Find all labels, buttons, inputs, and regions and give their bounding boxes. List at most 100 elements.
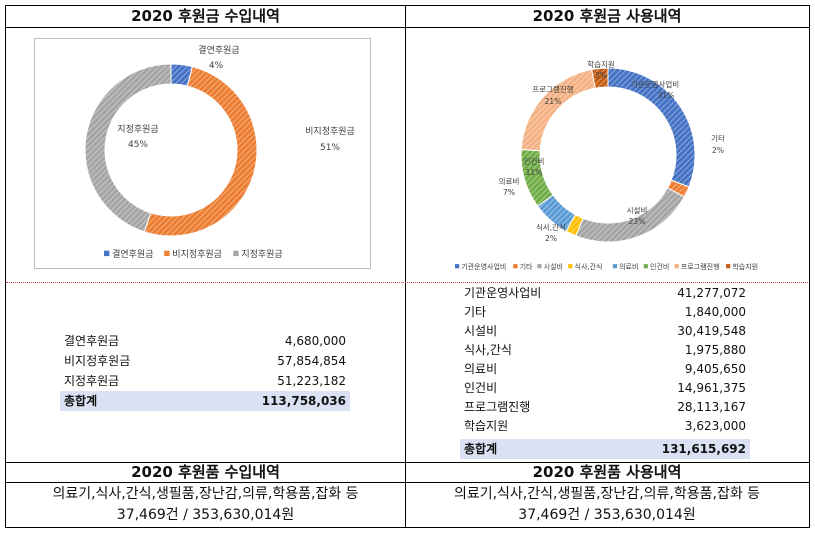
- row-value: 41,277,072: [677, 286, 746, 300]
- row-label: 학습지원: [464, 419, 509, 433]
- income-legend-label-1: 비지정후원금: [172, 249, 222, 260]
- expense-legend-label-2: 시설비: [544, 262, 563, 271]
- expense-slice-hatch-2: [575, 187, 685, 242]
- expense-legend-label-6: 프로그램진행: [681, 262, 720, 271]
- table-row: 프로그램진행 28,113,167: [460, 397, 750, 417]
- total-row: 총합계 131,615,692: [460, 439, 750, 459]
- expense-legend-swatch-6: [674, 264, 679, 269]
- r-slice-pct-0: 31%: [658, 91, 675, 100]
- expense-slice-hatch-5: [521, 149, 553, 207]
- row-value: 3,623,000: [684, 419, 746, 433]
- expense-legend-swatch-7: [726, 264, 731, 269]
- goods-expense-amount: 37,469건 / 353,630,014원: [518, 507, 696, 523]
- r-slice-pct-4: 7%: [503, 188, 515, 197]
- expense-legend-swatch-0: [455, 264, 460, 269]
- row-value: 14,961,375: [677, 381, 746, 395]
- expense-legend-swatch-4: [612, 264, 618, 269]
- expense-legend-swatch-1: [513, 264, 518, 269]
- chart-table-divider: [6, 282, 808, 283]
- row-label: 의료비: [464, 362, 498, 376]
- report-frame: [5, 5, 810, 528]
- row-value: 4,680,000: [284, 334, 346, 348]
- r-slice-pct-7: 3%: [595, 71, 607, 80]
- row-value: 51,223,182: [277, 374, 346, 388]
- row-label: 시설비: [464, 324, 498, 338]
- expense-slice-hatch-6: [521, 69, 596, 151]
- row-value: 57,854,854: [277, 354, 346, 368]
- table-row: 기관운영사업비 41,277,072: [460, 283, 750, 303]
- row-value: 28,113,167: [677, 400, 746, 414]
- slice-label-0: 결연후원금: [198, 45, 239, 56]
- expense-legend-label-3: 식사,간식: [575, 262, 603, 271]
- income-legend: 결연후원금 비지정후원금 지정후원금: [104, 249, 283, 260]
- expense-slice-hatch-1: [667, 180, 689, 197]
- table-row: 시설비 30,419,548: [460, 321, 750, 341]
- expense-table: 기관운영사업비 41,277,072 기타 1,840,000 시설비 30,4…: [460, 283, 750, 461]
- income-legend-label-2: 지정후원금: [241, 249, 282, 260]
- expense-slice-hatch-7: [591, 68, 608, 89]
- goods-expense-header: 2020 후원품 사용내역: [532, 463, 682, 481]
- r-slice-label-0: 기관운영사업비: [631, 79, 679, 89]
- r-slice-pct-1: 2%: [712, 146, 724, 155]
- row-value: 1,975,880: [684, 343, 746, 357]
- row-label: 비지정후원금: [64, 354, 131, 368]
- income-donut-chart: 결연후원금 4% 비지정후원금 51% 지정후원금 45% 결연후원금 비지정후원…: [34, 38, 371, 269]
- column-divider: [405, 5, 406, 527]
- slice-label-1: 비지정후원금: [305, 126, 355, 137]
- income-slice-hatch-0: [171, 64, 193, 87]
- goods-income-items: 의료기,식사,간식,생필품,장난감,의류,학용품,잡화 등: [52, 486, 359, 502]
- expense-slice-hatch-0: [608, 68, 695, 188]
- total-label: 총합계: [464, 442, 498, 456]
- total-value: 131,615,692: [661, 442, 746, 456]
- table-row: 학습지원 3,623,000: [460, 416, 750, 436]
- r-slice-pct-6: 21%: [545, 97, 562, 106]
- goods-expense-items: 의료기,식사,간식,생필품,장난감,의류,학용품,잡화 등: [453, 486, 761, 502]
- r-slice-label-2: 시설비: [627, 206, 648, 215]
- expense-legend-swatch-5: [643, 264, 648, 269]
- goods-income-amount: 37,469건 / 353,630,014원: [116, 507, 295, 523]
- total-value: 113,758,036: [261, 394, 346, 408]
- row-label: 지정후원금: [64, 374, 120, 388]
- income-slice-hatch-1: [144, 66, 257, 236]
- income-legend-label-0: 결연후원금: [112, 249, 153, 260]
- row-label: 식사,간식: [464, 343, 512, 357]
- r-slice-label-1: 기타: [711, 134, 725, 143]
- row-label: 결연후원금: [64, 334, 120, 348]
- row-value: 9,405,650: [684, 362, 746, 376]
- row-label: 프로그램진행: [464, 400, 531, 414]
- r-slice-pct-3: 2%: [545, 234, 557, 243]
- income-slice-hatch-2: [84, 64, 171, 232]
- r-slice-pct-5: 11%: [526, 168, 543, 177]
- expense-legend-label-7: 학습지원: [732, 262, 758, 271]
- r-slice-label-6: 프로그램진행: [532, 84, 573, 94]
- expense-header: 2020 후원금 사용내역: [532, 7, 682, 25]
- expense-slice-hatch-4: [537, 194, 576, 232]
- expense-legend-swatch-2: [537, 264, 542, 269]
- income-legend-swatch-1: [164, 250, 170, 257]
- table-row: 식사,간식 1,975,880: [460, 340, 750, 360]
- row-value: 1,840,000: [684, 305, 746, 319]
- expense-legend-label-0: 기관운영사업비: [461, 262, 506, 271]
- row-value: 30,419,548: [677, 324, 746, 338]
- slice-label-2: 지정후원금: [117, 124, 158, 135]
- income-legend-swatch-2: [233, 250, 239, 257]
- slice-pct-0: 4%: [209, 61, 224, 71]
- r-slice-label-4: 의료비: [499, 176, 520, 186]
- expense-legend: 기관운영사업비 기타 시설비 식사,간식 의료비 인건비 프로그램진행 학습지원: [455, 262, 758, 271]
- row-label: 기관운영사업비: [464, 286, 542, 300]
- table-row: 비지정후원금 57,854,854: [60, 351, 350, 371]
- goods-income-header: 2020 후원품 수입내역: [131, 463, 280, 481]
- expense-slice-hatch-3: [566, 214, 583, 236]
- income-table: 결연후원금 4,680,000 비지정후원금 57,854,854 지정후원금 …: [60, 331, 350, 411]
- r-slice-label-5: 인건비: [524, 156, 545, 166]
- r-slice-pct-2: 23%: [629, 217, 646, 226]
- goods-divider-bottom: [5, 482, 809, 483]
- r-slice-label-7: 학습지원: [587, 59, 615, 69]
- table-row: 결연후원금 4,680,000: [60, 331, 350, 351]
- row-label: 인건비: [464, 381, 498, 395]
- total-label: 총합계: [64, 394, 98, 408]
- expense-donut-chart: 기관운영사업비 31% 기타 2% 시설비 23% 식사,간식 2% 의료비 7…: [455, 59, 758, 271]
- table-row: 인건비 14,961,375: [460, 378, 750, 398]
- goods-divider-top: [5, 462, 809, 463]
- total-row: 총합계 113,758,036: [60, 391, 350, 411]
